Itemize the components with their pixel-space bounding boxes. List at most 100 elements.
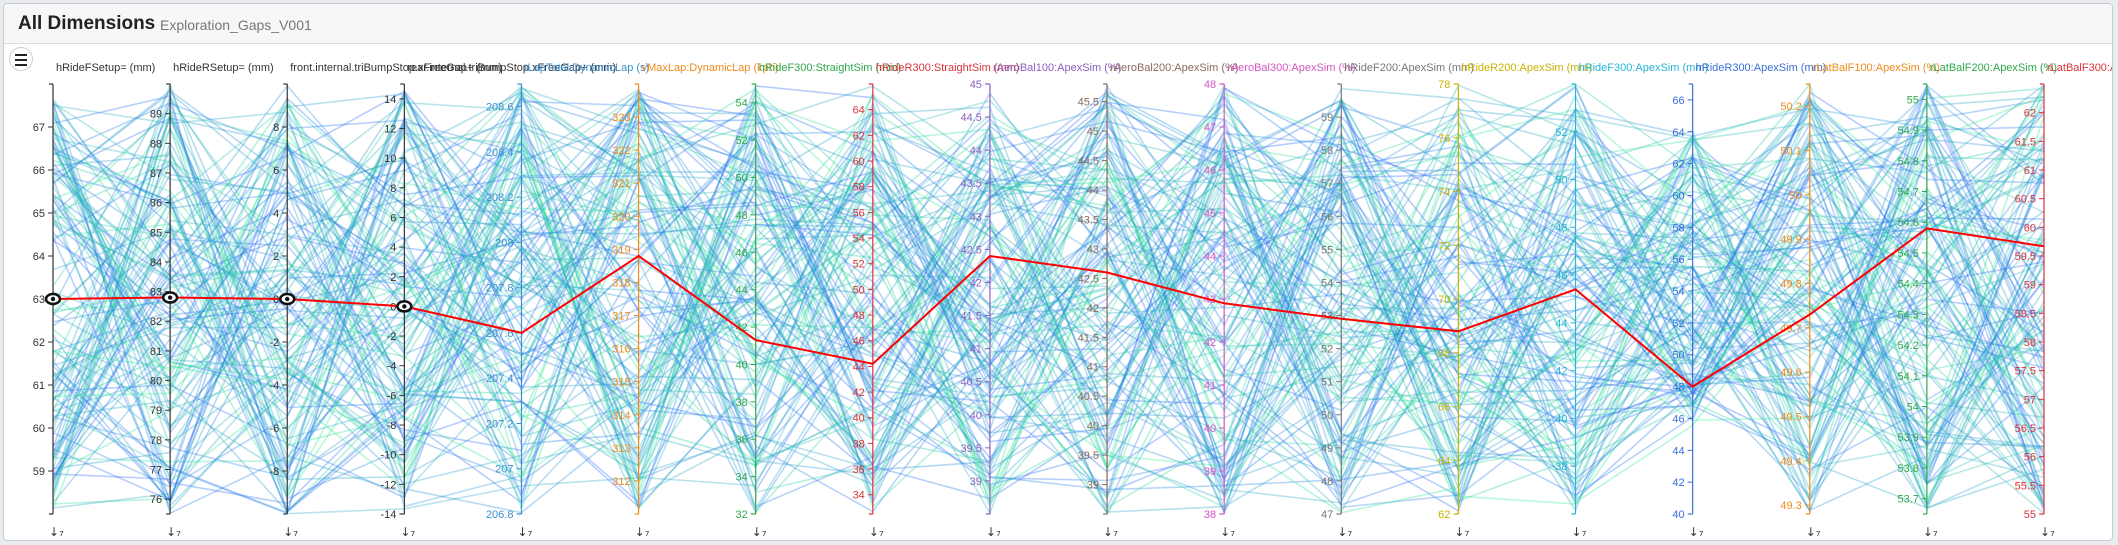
axis-tick-label: 58 [1672, 222, 1684, 234]
background-line [52, 97, 2045, 445]
background-line [52, 95, 2045, 513]
background-line [52, 118, 2045, 510]
sort-icon[interactable]: ↓₇ [1220, 525, 1235, 539]
axis-tick-label: 207.2 [486, 418, 514, 430]
axis-tick-label: 208 [495, 237, 513, 249]
sort-icon[interactable]: ↓₇ [1337, 525, 1352, 539]
brush-handle[interactable] [278, 292, 296, 306]
axis-tick-label: 54 [735, 98, 747, 110]
axis-tick-label: 207 [495, 464, 513, 476]
axis-tick-label: 84 [150, 257, 162, 269]
axis-tick-label: 45.5 [1078, 97, 1099, 109]
sort-icon[interactable]: ↓₇ [517, 525, 532, 539]
sort-icon[interactable]: ↓₇ [1572, 525, 1587, 539]
axis-tick-label: 44 [1672, 445, 1684, 457]
axis-tick-label: 85 [150, 227, 162, 239]
axis-tick-label: 74 [1438, 187, 1450, 199]
axis-tick-label: 46 [735, 247, 747, 259]
background-line [52, 110, 2045, 509]
sort-icon[interactable]: ↓₇ [1454, 525, 1469, 539]
axis-tick-label: 36 [853, 464, 865, 476]
background-line [52, 118, 2045, 513]
background-line [52, 90, 2045, 504]
axis-tick-label: 62 [2024, 108, 2036, 120]
chart-panel: All Dimensions Exploration_Gaps_V001 59 6… [3, 3, 2113, 541]
background-line [52, 91, 2045, 494]
sort-icon[interactable]: ↓₇ [1923, 525, 1938, 539]
sort-icon[interactable]: ↓₇ [166, 525, 181, 539]
axis-tick-label: 54.4 [1897, 279, 1918, 291]
axis-tick-label: 54 [1672, 286, 1684, 298]
brush-handle[interactable] [44, 292, 62, 306]
axis-tick-label: -2 [387, 331, 397, 343]
axis-tick-label: 38 [1555, 461, 1567, 473]
axis-tick-label: 14 [384, 94, 396, 106]
axis-tick-label: 54.5 [1897, 248, 1918, 260]
sort-icon[interactable]: ↓₇ [49, 525, 64, 539]
brush-handle[interactable] [396, 300, 413, 313]
sort-icon[interactable]: ↓₇ [283, 525, 298, 539]
axis-tick-label: 59 [33, 466, 45, 478]
axis-tick-label: 54.7 [1897, 187, 1918, 199]
axis-tick-label: 315 [612, 377, 630, 389]
axis-tick-label: -8 [269, 466, 279, 478]
background-line [52, 96, 2045, 497]
background-line [52, 85, 2045, 491]
sort-icon[interactable]: ↓₇ [1806, 525, 1821, 539]
axis-tick-label: 40 [1672, 509, 1684, 521]
axis-tick-label: 76 [1438, 133, 1450, 145]
background-line [52, 98, 2045, 454]
background-line [52, 91, 2045, 497]
background-line [52, 104, 2045, 493]
axis: 3839404142434445464748rAeroBal300:ApexSi… [1204, 62, 1356, 539]
background-line [52, 86, 2045, 498]
axis: 53.7 53.8 53.9 54 54.1 54.2 54.3 54.4 54.5 54.6 54… [1897, 62, 2057, 539]
brush-handle-dot [285, 296, 290, 302]
background-line [52, 95, 2045, 515]
sort-icon[interactable]: ↓₇ [986, 525, 1001, 539]
axis-tick-label: 41 [1204, 380, 1216, 392]
axis-tick-label: 54 [1321, 277, 1333, 289]
sort-icon[interactable]: ↓₇ [1103, 525, 1118, 539]
background-line [52, 119, 2045, 511]
background-line [52, 119, 2045, 504]
background-line [52, 101, 2045, 471]
background-line [52, 160, 2045, 502]
sort-icon[interactable]: ↓₇ [752, 525, 767, 539]
axis-tick-label: 72 [1438, 240, 1450, 252]
background-line [52, 111, 2045, 509]
background-line [52, 93, 2045, 486]
background-line [52, 96, 2045, 500]
axis-tick-label: 53.8 [1897, 463, 1918, 475]
background-line [52, 88, 2045, 505]
axis-tick-label: -14 [380, 509, 396, 521]
axis-tick-label: 2 [273, 251, 279, 263]
highlighted-line [52, 227, 2045, 388]
background-line [52, 86, 2045, 491]
sort-icon[interactable]: ↓₇ [2040, 525, 2055, 539]
background-line [52, 109, 2045, 465]
axis-tick-label: 64 [853, 105, 865, 117]
axis-tick-label: 317 [612, 311, 630, 323]
background-line [52, 100, 2045, 514]
sort-icon[interactable]: ↓₇ [1689, 525, 1704, 539]
hamburger-menu-icon[interactable] [9, 47, 33, 71]
axis-tick-label: 50 [1321, 410, 1333, 422]
background-line [52, 82, 2045, 483]
axis-tick-label: 60 [853, 156, 865, 168]
sort-icon[interactable]: ↓₇ [869, 525, 884, 539]
axis-tick-label: 39 [1087, 480, 1099, 492]
brush-handle[interactable] [161, 291, 179, 304]
sort-icon[interactable]: ↓₇ [400, 525, 415, 539]
axis-tick-label: -2 [269, 337, 279, 349]
background-line [52, 105, 2045, 509]
background-line [52, 123, 2045, 497]
background-line [52, 102, 2045, 511]
background-line [52, 107, 2045, 477]
sort-icon[interactable]: ↓₇ [635, 525, 650, 539]
axis-tick-label: 44 [735, 285, 747, 297]
axis-tick-label: 52 [735, 135, 747, 147]
axis-tick-label: 58 [1321, 145, 1333, 157]
background-line [52, 100, 2045, 493]
background-line [52, 87, 2045, 470]
